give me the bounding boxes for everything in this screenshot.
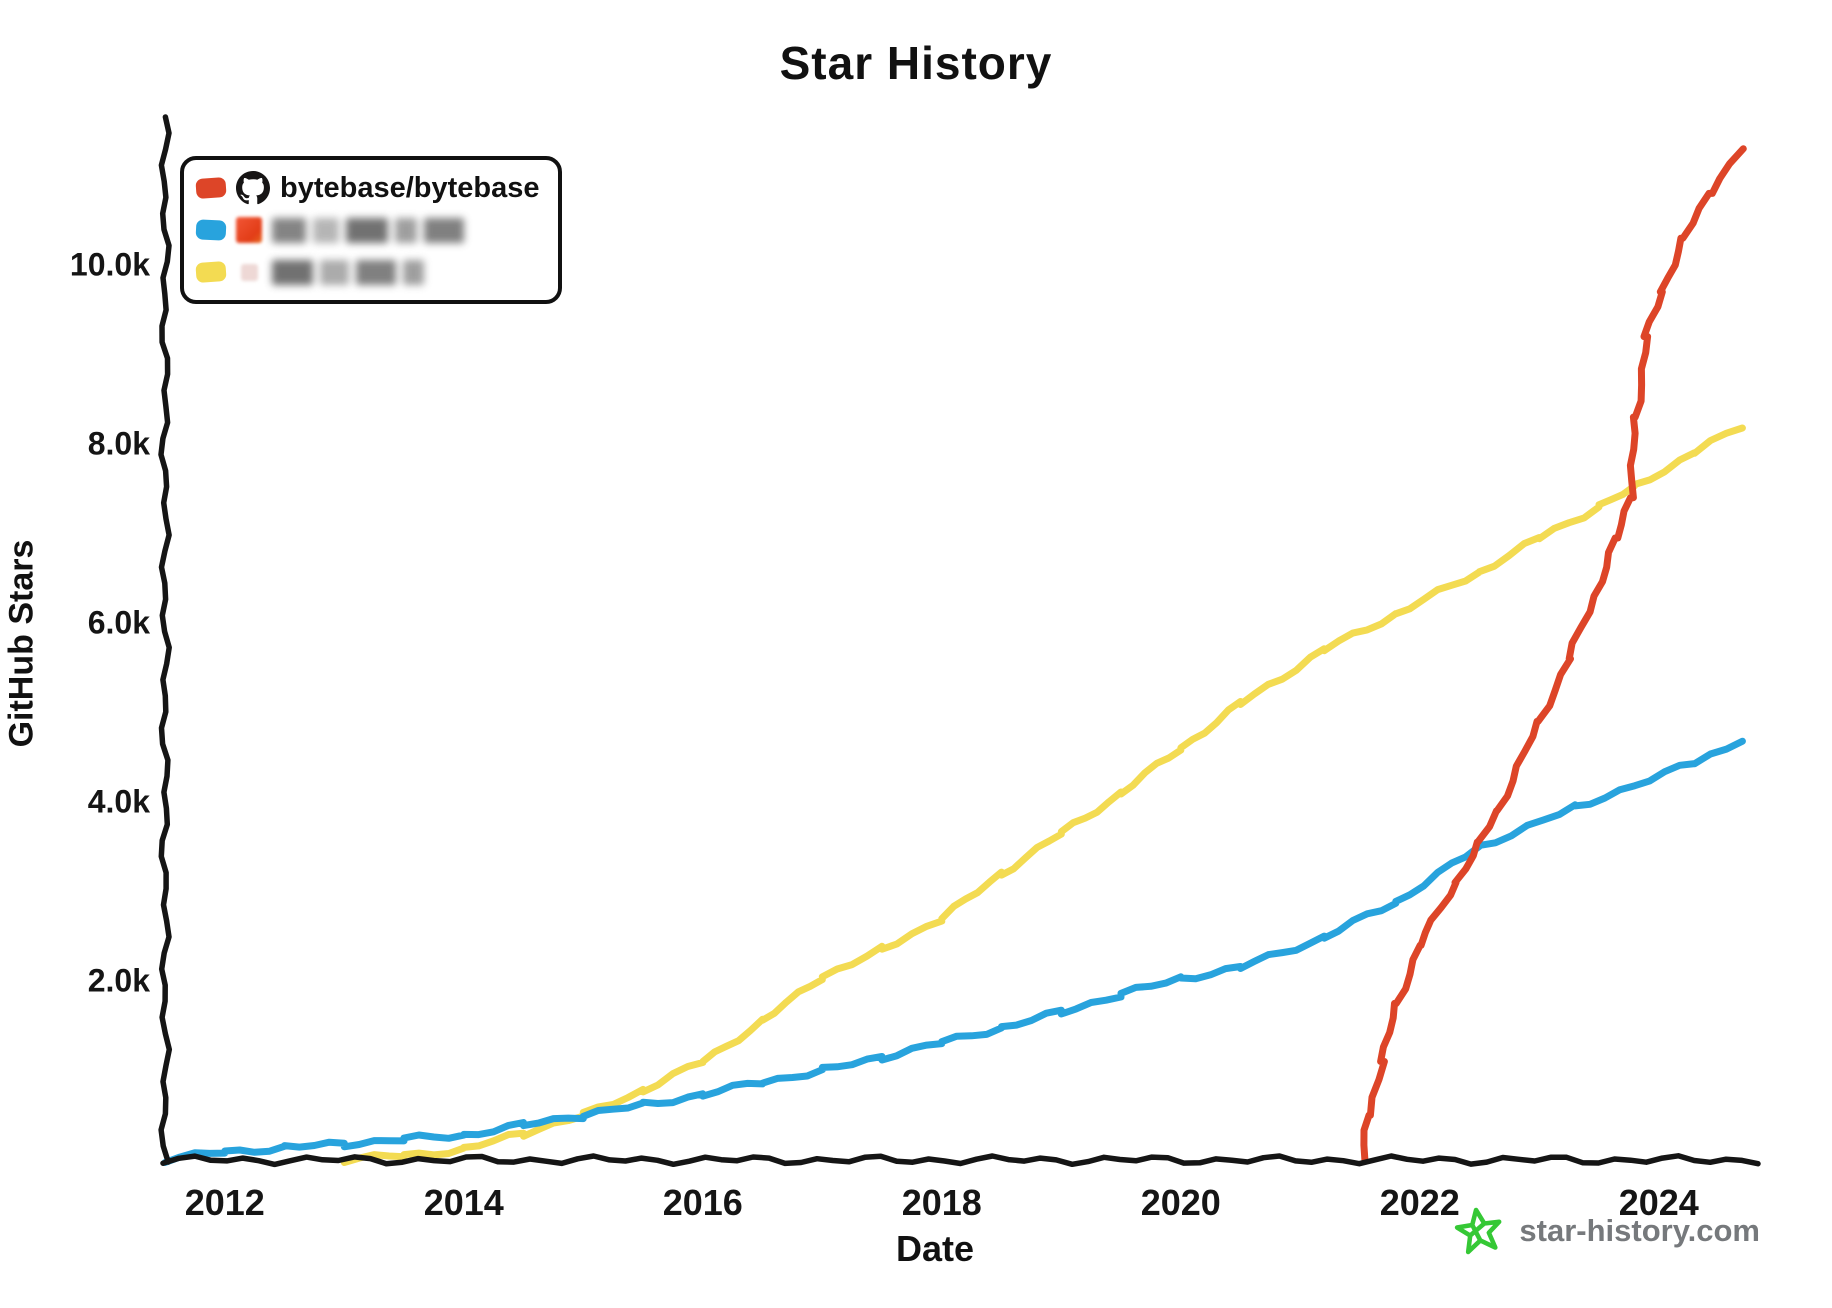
x-tick-label-2016: 2016 <box>662 1182 743 1223</box>
x-tick-label-2018: 2018 <box>901 1182 982 1223</box>
y-tick-label-6.0k: 6.0k <box>87 604 150 641</box>
legend-item-redacted-1 <box>195 210 546 250</box>
watermark: star-history.com <box>1453 1205 1760 1257</box>
legend-swatch-blue <box>195 219 227 241</box>
y-axis-line <box>158 114 173 1165</box>
legend: bytebase/bytebase <box>180 156 562 304</box>
x-axis-line <box>160 1153 1761 1168</box>
legend-swatch-yellow <box>195 260 227 284</box>
y-axis-title: GitHub Stars <box>2 539 41 748</box>
y-tick-label-10.0k: 10.0k <box>69 246 150 283</box>
chart-title: Star History <box>779 37 1053 89</box>
legend-label-bytebase: bytebase/bytebase <box>280 171 540 204</box>
series-line-bytebase/bytebase <box>1360 145 1747 1164</box>
legend-item-redacted-2 <box>195 252 546 292</box>
blurred-avatar-icon <box>241 263 258 281</box>
watermark-text: star-history.com <box>1519 1213 1760 1248</box>
x-tick-label-2012: 2012 <box>184 1182 265 1223</box>
legend-label-redacted <box>272 259 424 285</box>
series-line-1 <box>161 737 1746 1166</box>
y-tick-label-8.0k: 8.0k <box>87 425 150 462</box>
legend-item-bytebase: bytebase/bytebase <box>195 168 546 208</box>
series-line-0 <box>340 424 1746 1166</box>
x-tick-label-2020: 2020 <box>1140 1182 1221 1223</box>
github-octocat-icon <box>236 171 270 205</box>
legend-swatch-red <box>195 176 227 200</box>
x-tick-label-2024: 2024 <box>1618 1182 1699 1223</box>
y-tick-label-4.0k: 4.0k <box>87 783 150 820</box>
legend-label-redacted <box>272 217 468 243</box>
x-tick-label-2022: 2022 <box>1379 1182 1460 1223</box>
green-star-icon <box>1455 1207 1502 1255</box>
x-tick-label-2014: 2014 <box>423 1182 504 1223</box>
y-tick-label-2.0k: 2.0k <box>87 962 150 999</box>
x-axis-title: Date <box>895 1228 975 1269</box>
blurred-avatar-icon <box>236 217 262 243</box>
